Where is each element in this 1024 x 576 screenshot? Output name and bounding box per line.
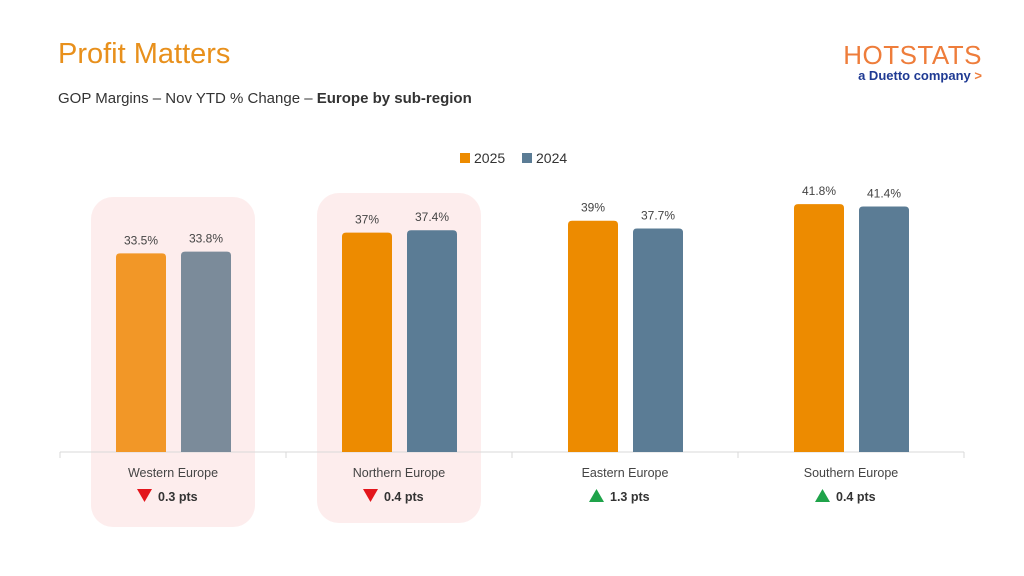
legend-label: 2024	[536, 150, 567, 166]
category-label: Eastern Europe	[582, 466, 669, 480]
bar-2025	[342, 232, 392, 452]
data-label: 33.8%	[189, 232, 223, 246]
legend-swatch	[522, 153, 532, 163]
data-label: 37.4%	[415, 210, 449, 224]
data-label: 37.7%	[641, 208, 675, 222]
up-triangle-icon	[589, 489, 604, 502]
change-label: 0.3 pts	[158, 490, 198, 504]
page-subtitle: GOP Margins – Nov YTD % Change – Europe …	[58, 90, 472, 107]
bar-2024	[633, 228, 683, 452]
bar-2024	[859, 206, 909, 452]
bar-2024	[407, 230, 457, 452]
legend-label: 2025	[474, 150, 505, 166]
change-label: 1.3 pts	[610, 490, 650, 504]
category-label: Western Europe	[128, 466, 218, 480]
hotstats-logo: HOTSTATS a Duetto company >	[843, 42, 982, 83]
logo-arrow: >	[974, 68, 982, 83]
data-label: 37%	[355, 213, 379, 227]
legend-swatch	[460, 153, 470, 163]
logo-tagline: a Duetto company >	[843, 68, 982, 83]
bar-2025	[794, 204, 844, 452]
category-label: Southern Europe	[804, 466, 899, 480]
bar-2025	[568, 220, 618, 452]
bar-2024	[181, 251, 231, 452]
category-label: Northern Europe	[353, 466, 445, 480]
data-label: 39%	[581, 201, 605, 215]
page-title: Profit Matters	[58, 38, 231, 70]
subtitle-prefix: GOP Margins – Nov YTD % Change –	[58, 90, 317, 107]
data-label: 41.4%	[867, 186, 901, 200]
bar-2025	[116, 253, 166, 452]
logo-tagline-text: a Duetto company	[858, 68, 971, 83]
data-label: 33.5%	[124, 233, 158, 247]
change-label: 0.4 pts	[384, 490, 424, 504]
change-label: 0.4 pts	[836, 490, 876, 504]
down-triangle-icon	[363, 489, 378, 502]
data-label: 41.8%	[802, 184, 836, 198]
logo-brand: HOTSTATS	[843, 40, 982, 70]
up-triangle-icon	[815, 489, 830, 502]
subtitle-bold: Europe by sub-region	[316, 90, 472, 107]
down-triangle-icon	[137, 489, 152, 502]
